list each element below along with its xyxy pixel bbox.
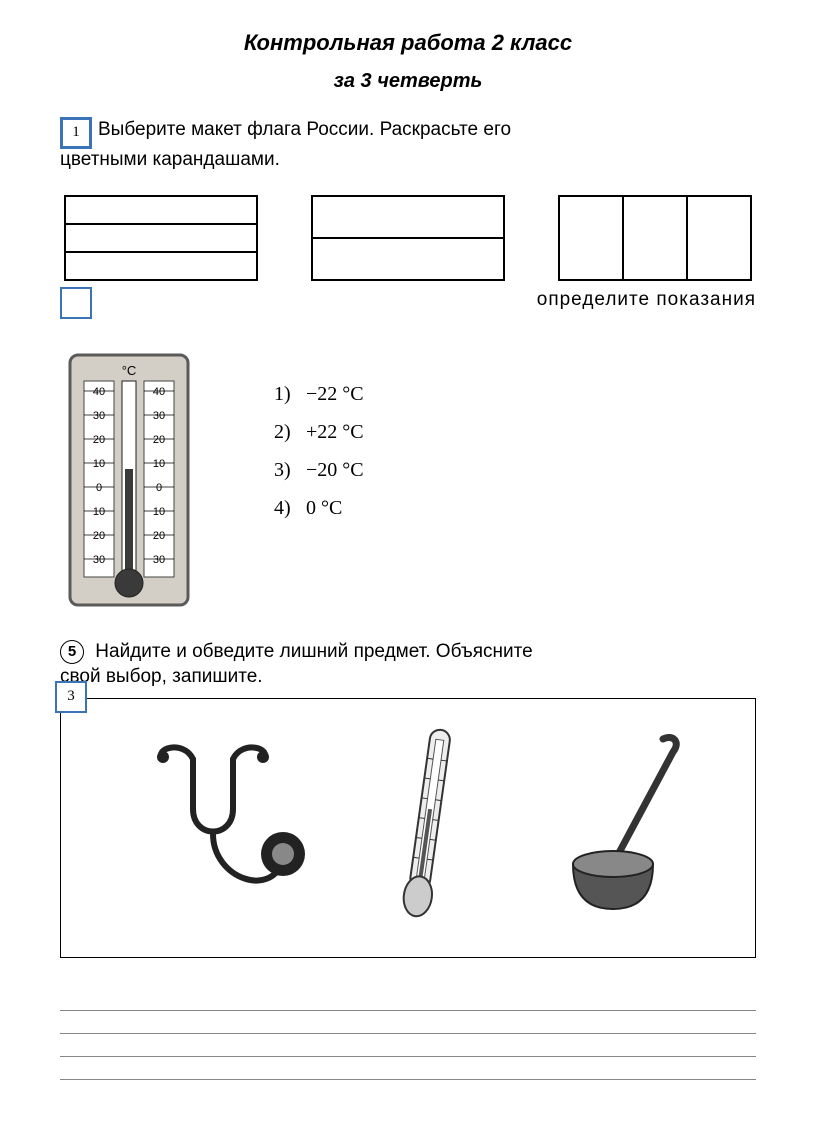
task-1-text-line1: Выберите макет флага России. Раскрасьте … xyxy=(98,117,756,143)
task-2-cutoff-text: определите показания xyxy=(102,289,756,311)
svg-text:10: 10 xyxy=(93,506,105,518)
worksheet-page: Контрольная работа 2 класс за 3 четверть… xyxy=(0,0,816,1114)
task-2: определите показания °C xyxy=(60,291,756,609)
task-3-text-line2: свой выбор, запишите. xyxy=(60,664,756,690)
task-1-text-line2: цветными карандашами. xyxy=(60,147,756,173)
page-title: Контрольная работа 2 класс xyxy=(60,30,756,56)
temperature-options: 1)−22 °C 2)+22 °C 3)−20 °C 4)0 °C xyxy=(274,375,364,527)
page-subtitle: за 3 четверть xyxy=(60,70,756,93)
flag-2-horizontal-stripes[interactable] xyxy=(311,195,505,281)
svg-text:0: 0 xyxy=(96,482,102,494)
svg-text:20: 20 xyxy=(153,434,165,446)
svg-text:40: 40 xyxy=(93,386,105,398)
svg-text:20: 20 xyxy=(93,530,105,542)
odd-one-out-box: 3 xyxy=(60,698,756,958)
option-4[interactable]: 4)0 °C xyxy=(274,489,364,527)
svg-text:30: 30 xyxy=(153,554,165,566)
task-3-circled-number: 5 xyxy=(60,640,84,664)
svg-text:10: 10 xyxy=(153,506,165,518)
svg-text:0: 0 xyxy=(156,482,162,494)
svg-text:20: 20 xyxy=(93,434,105,446)
thermometer-unit: °C xyxy=(122,363,137,378)
svg-text:10: 10 xyxy=(93,458,105,470)
option-3[interactable]: 3)−20 °C xyxy=(274,451,364,489)
stethoscope-icon[interactable] xyxy=(123,729,313,919)
svg-text:20: 20 xyxy=(153,530,165,542)
svg-text:30: 30 xyxy=(153,410,165,422)
option-1[interactable]: 1)−22 °C xyxy=(274,375,364,413)
svg-text:30: 30 xyxy=(93,554,105,566)
task-1: 1 Выберите макет флага России. Раскрасьт… xyxy=(60,117,756,281)
ladle-icon[interactable] xyxy=(543,724,693,924)
medical-thermometer-icon[interactable] xyxy=(388,719,468,929)
task-3-text: 5 Найдите и обведите лишний предмет. Объ… xyxy=(60,639,756,665)
task-2-number-empty xyxy=(60,287,92,319)
option-2[interactable]: 2)+22 °C xyxy=(274,413,364,451)
task-1-number: 1 xyxy=(60,117,92,149)
svg-text:40: 40 xyxy=(153,386,165,398)
answer-lines[interactable] xyxy=(60,992,756,1080)
flag-3-horizontal-stripes[interactable] xyxy=(64,195,258,281)
flags-row xyxy=(60,195,756,281)
flag-3-vertical-stripes[interactable] xyxy=(558,195,752,281)
svg-text:30: 30 xyxy=(93,410,105,422)
thermometer-image: °C 40 40 30 30 20 20 10 10 0 0 xyxy=(64,349,194,609)
svg-text:10: 10 xyxy=(153,458,165,470)
task-3-overlap-number: 3 xyxy=(55,681,87,713)
task-3: 5 Найдите и обведите лишний предмет. Объ… xyxy=(60,639,756,1080)
